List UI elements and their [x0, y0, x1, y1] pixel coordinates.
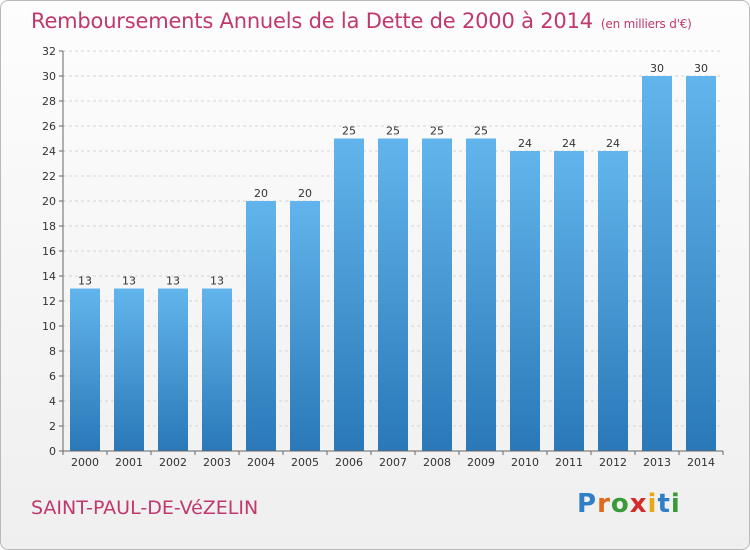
bar-2010 [510, 151, 540, 451]
data-label-2006: 25 [342, 125, 356, 138]
chart-unit: (en milliers d'€) [600, 17, 692, 31]
y-tick-label: 18 [42, 220, 56, 233]
data-labels: 13 13 13 13 20 20 25 25 25 25 24 24 24 30 30 [78, 62, 708, 288]
y-tick-label: 24 [42, 145, 56, 158]
bar-2011 [554, 151, 584, 451]
data-label-2007: 25 [386, 125, 400, 138]
x-tick-label-2002: 2002 [159, 456, 187, 469]
bar-2007 [378, 138, 408, 451]
data-label-2003: 13 [210, 275, 224, 288]
logo-letter: P [577, 489, 598, 519]
y-tick-label: 16 [42, 245, 56, 258]
y-tick-label: 32 [42, 45, 56, 58]
x-tick-label-2005: 2005 [291, 456, 319, 469]
y-tick-label: 10 [42, 320, 56, 333]
proxiti-logo: Proxiti [577, 489, 681, 519]
logo-letter: t [657, 489, 671, 519]
bar-2008 [422, 138, 452, 451]
x-axis: 2000 2001 2002 2003 2004 2005 2006 2007 2008 2009… [62, 450, 724, 469]
data-label-2008: 25 [430, 125, 444, 138]
logo-letter: i [647, 489, 658, 519]
bar-2012 [598, 151, 628, 451]
x-tick-label-2011: 2011 [555, 456, 583, 469]
x-tick-label-2013: 2013 [643, 456, 671, 469]
y-tick-label: 8 [49, 345, 56, 358]
commune-name: SAINT-PAUL-DE-VéZELIN [31, 497, 259, 519]
data-label-2009: 25 [474, 125, 488, 138]
y-tick-label: 26 [42, 120, 56, 133]
data-label-2014: 30 [694, 62, 708, 75]
y-tick-label: 12 [42, 295, 56, 308]
bar-2001 [114, 288, 144, 451]
y-tick-label: 20 [42, 195, 56, 208]
y-tick-label: 6 [49, 370, 56, 383]
bar-2000 [70, 288, 100, 451]
data-label-2004: 20 [254, 187, 268, 200]
logo-letter: o [610, 489, 630, 519]
x-tick-label-2010: 2010 [511, 456, 539, 469]
data-label-2012: 24 [606, 137, 620, 150]
chart-title: Remboursements Annuels de la Dette de 20… [31, 9, 692, 33]
bars [70, 76, 716, 451]
data-label-2002: 13 [166, 275, 180, 288]
x-tick-label-2014: 2014 [687, 456, 715, 469]
y-tick-label: 14 [42, 270, 56, 283]
x-tick-label-2000: 2000 [71, 456, 99, 469]
data-label-2000: 13 [78, 275, 92, 288]
data-label-2013: 30 [650, 62, 664, 75]
bar-2004 [246, 201, 276, 451]
y-tick-label: 0 [49, 445, 56, 458]
y-tick-label: 30 [42, 70, 56, 83]
x-tick-label-2007: 2007 [379, 456, 407, 469]
x-tick-label-2008: 2008 [423, 456, 451, 469]
bar-2013 [642, 76, 672, 451]
data-label-2011: 24 [562, 137, 576, 150]
bar-2003 [202, 288, 232, 451]
data-label-2010: 24 [518, 137, 532, 150]
bar-2002 [158, 288, 188, 451]
x-tick-label-2004: 2004 [247, 456, 275, 469]
y-tick-label: 4 [49, 395, 56, 408]
logo-letter: x [629, 489, 648, 519]
x-tick-label-2006: 2006 [335, 456, 363, 469]
logo-letter: i [670, 489, 681, 519]
bar-2014 [686, 76, 716, 451]
chart-title-text: Remboursements Annuels de la Dette de 20… [31, 9, 593, 33]
bar-2006 [334, 138, 364, 451]
x-tick-label-2003: 2003 [203, 456, 231, 469]
y-tick-label: 22 [42, 170, 56, 183]
bar-2005 [290, 201, 320, 451]
data-label-2001: 13 [122, 275, 136, 288]
y-tick-label: 2 [49, 420, 56, 433]
x-tick-label-2009: 2009 [467, 456, 495, 469]
logo-letter: r [597, 489, 611, 519]
data-label-2005: 20 [298, 187, 312, 200]
y-tick-label: 28 [42, 95, 56, 108]
bar-2009 [466, 138, 496, 451]
x-tick-label-2001: 2001 [115, 456, 143, 469]
x-tick-label-2012: 2012 [599, 456, 627, 469]
